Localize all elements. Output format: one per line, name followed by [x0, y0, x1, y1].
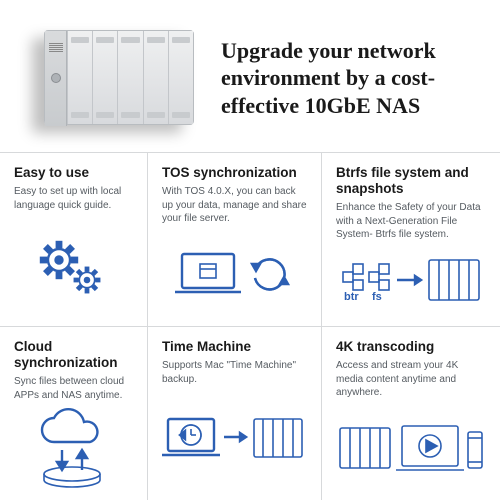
feature-time-machine: Time Machine Supports Mac "Time Machine"…: [147, 326, 321, 500]
hero-title: Upgrade your network environment by a co…: [221, 37, 478, 120]
svg-text:fs: fs: [372, 291, 382, 303]
btrfs-icon: btr fs: [336, 242, 486, 318]
laptop-sync-icon: [162, 226, 307, 318]
feature-title: Cloud synchronization: [14, 339, 133, 371]
feature-title: Easy to use: [14, 165, 133, 181]
feature-desc: Sync files between cloud APPs and NAS an…: [14, 375, 133, 402]
feature-title: Btrfs file system and snapshots: [336, 165, 486, 197]
feature-desc: With TOS 4.0.X, you can back up your dat…: [162, 185, 307, 226]
transcode-icon: [336, 400, 486, 492]
feature-grid: Easy to use Easy to set up with local la…: [0, 152, 500, 500]
svg-text:btr: btr: [344, 291, 359, 303]
feature-btrfs: Btrfs file system and snapshots Enhance …: [321, 152, 500, 326]
feature-desc: Supports Mac "Time Machine" backup.: [162, 359, 307, 386]
feature-easy-to-use: Easy to use Easy to set up with local la…: [0, 152, 147, 326]
gears-icon: [14, 212, 133, 318]
feature-4k-transcoding: 4K transcoding Access and stream your 4K…: [321, 326, 500, 500]
feature-desc: Access and stream your 4K media content …: [336, 359, 486, 400]
feature-desc: Easy to set up with local language quick…: [14, 185, 133, 212]
feature-title: 4K transcoding: [336, 339, 486, 355]
nas-product-image: [22, 18, 197, 138]
cloud-sync-icon: [14, 402, 133, 492]
feature-desc: Enhance the Safety of your Data with a N…: [336, 201, 486, 242]
feature-title: TOS synchronization: [162, 165, 307, 181]
feature-title: Time Machine: [162, 339, 307, 355]
feature-tos-sync: TOS synchronization With TOS 4.0.X, you …: [147, 152, 321, 326]
hero-section: Upgrade your network environment by a co…: [0, 0, 500, 152]
feature-cloud-sync: Cloud synchronization Sync files between…: [0, 326, 147, 500]
time-machine-icon: [162, 386, 307, 492]
